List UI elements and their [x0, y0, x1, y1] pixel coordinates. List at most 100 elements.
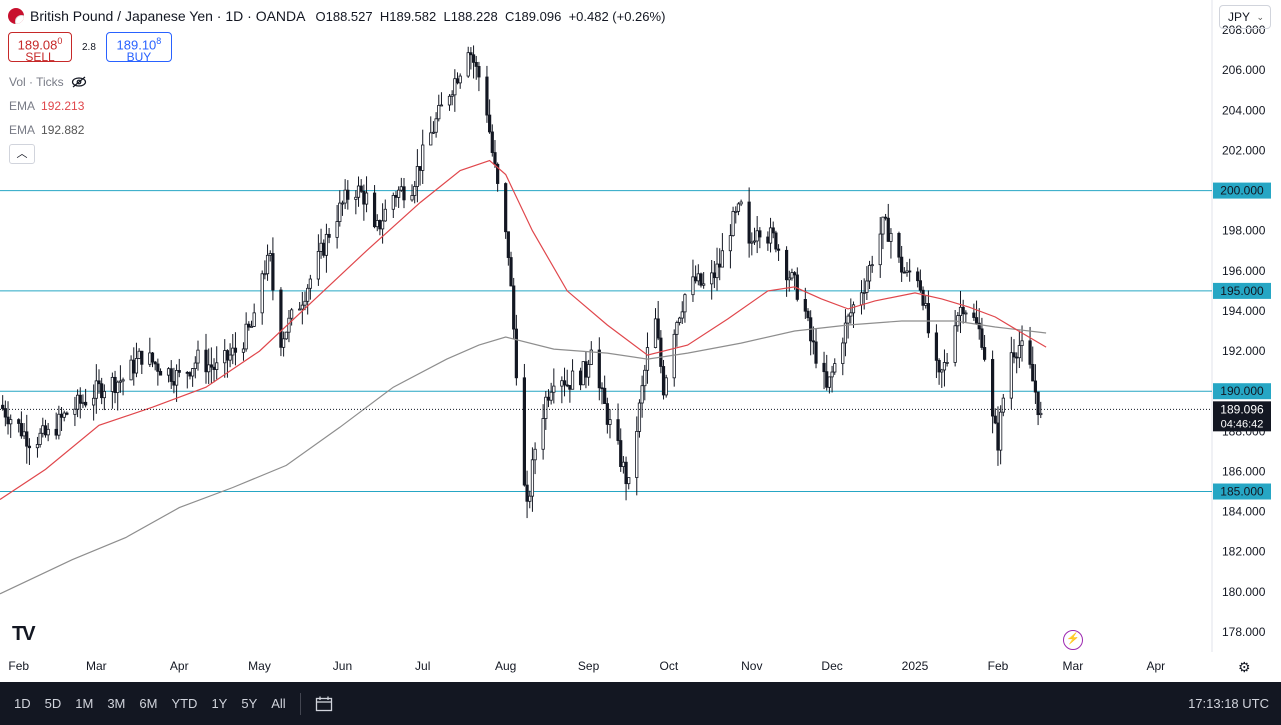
gear-icon[interactable]: ⚙ [1238, 659, 1251, 676]
candle-body [774, 232, 778, 250]
candle-body [522, 377, 526, 486]
candle-body [755, 230, 759, 242]
x-tick-label: May [248, 659, 271, 673]
candle-body [150, 352, 155, 363]
candle-body [1033, 380, 1038, 393]
candle-body [193, 362, 197, 369]
candle-body [92, 397, 96, 406]
collapse-legend-button[interactable]: ︿ [9, 144, 35, 164]
candle-body [1012, 352, 1016, 358]
currency-selector[interactable]: JPY ⌄ [1219, 5, 1271, 29]
candle-body [271, 253, 275, 291]
candle-body [702, 283, 706, 286]
candle-body [980, 328, 984, 348]
range-6m[interactable]: 6M [139, 696, 158, 711]
candle-body [750, 241, 754, 244]
candle-body [1017, 345, 1021, 359]
candle-body [533, 448, 537, 461]
utc-clock[interactable]: 17:13:18 UTC [1188, 696, 1269, 711]
candle-body [156, 363, 160, 372]
candle-body [504, 183, 508, 233]
y-tick-label: 180.000 [1222, 585, 1266, 599]
candle-body [81, 401, 85, 404]
candle-body [59, 413, 64, 418]
candle-body [421, 144, 425, 171]
candle-body [603, 387, 607, 404]
ema-slow-label: EMA [9, 123, 36, 137]
candle-body [140, 350, 144, 365]
buy-button[interactable]: 189.108 BUY [105, 32, 172, 64]
candle-body [158, 370, 163, 376]
x-tick-label: Feb [988, 659, 1009, 673]
candle-body [306, 287, 310, 302]
candle-body [471, 54, 476, 63]
candle-body [921, 289, 925, 306]
ema-fast-indicator[interactable]: EMA 192.213 [9, 99, 84, 113]
range-all[interactable]: All [271, 696, 286, 711]
candle-body [439, 104, 444, 107]
candle-body [380, 220, 385, 230]
candle-body [185, 371, 189, 374]
candle-body [340, 202, 345, 205]
change-value: +0.482 (+0.26%) [568, 8, 666, 24]
range-5y[interactable]: 5Y [241, 696, 258, 711]
candle-body [383, 208, 387, 222]
candle-body [544, 396, 548, 419]
candle-body [790, 272, 794, 279]
candle-body [758, 230, 762, 238]
candle-body [870, 264, 874, 267]
candle-body [851, 304, 856, 314]
candle-body [766, 236, 770, 244]
buy-price-sup: 8 [156, 36, 162, 46]
y-tick-label: 184.000 [1222, 505, 1266, 519]
candle-body [394, 195, 398, 198]
level-badge-label: 190.000 [1220, 384, 1264, 398]
candle-body [153, 361, 157, 365]
candle-body [356, 185, 361, 198]
candle-body [841, 342, 845, 364]
candle-body [600, 387, 604, 390]
candle-body [215, 362, 219, 370]
tradingview-logo[interactable]: TV [12, 623, 36, 646]
chevron-up-icon: ︿ [16, 148, 28, 160]
range-5d[interactable]: 5D [44, 696, 62, 711]
candle-body [771, 227, 775, 234]
candle-body [209, 364, 213, 368]
candle-body [677, 317, 682, 323]
calendar-icon[interactable] [315, 696, 333, 712]
sell-button[interactable]: 189.080 SELL [8, 32, 72, 64]
ohlc-readout: O188.527 H189.582 L188.228 C189.096 +0.4… [315, 9, 665, 24]
candle-body [290, 309, 294, 319]
price-chart[interactable]: 178.000180.000182.000184.000186.000188.0… [0, 0, 1281, 682]
candle-body [694, 276, 698, 282]
range-ytd[interactable]: YTD [171, 696, 198, 711]
range-1d[interactable]: 1D [14, 696, 31, 711]
eye-off-icon[interactable] [71, 76, 87, 88]
candle-body [937, 359, 941, 373]
candle-body [565, 384, 569, 387]
range-1m[interactable]: 1M [75, 696, 94, 711]
candle-body [908, 270, 912, 273]
ema-slow-line [0, 320, 1047, 595]
candle-body [282, 338, 286, 348]
candle-body [415, 166, 419, 187]
y-tick-label: 208.000 [1222, 23, 1266, 37]
range-3m[interactable]: 3M [107, 696, 126, 711]
candle-body [811, 340, 815, 343]
ema-slow-indicator[interactable]: EMA 192.882 [9, 123, 84, 137]
candle-body [683, 294, 687, 313]
symbol-title[interactable]: British Pound / Japanese Yen · 1D · OAND… [30, 8, 306, 24]
candle-body [562, 380, 567, 386]
candle-body [964, 312, 968, 315]
volume-indicator[interactable]: Vol · Ticks [9, 75, 87, 89]
candle-body [589, 349, 593, 365]
bottom-toolbar: 1D 5D 1M 3M 6M YTD 1Y 5Y All 17:13:18 UT… [0, 682, 1281, 725]
candle-body [488, 114, 492, 133]
candle-body [731, 211, 735, 237]
candle-body [116, 381, 120, 394]
lightning-icon[interactable]: ⚡ [1063, 630, 1083, 650]
candle-body [308, 278, 312, 289]
range-1y[interactable]: 1Y [211, 696, 228, 711]
candle-body [640, 385, 644, 404]
candle-body [38, 432, 42, 445]
